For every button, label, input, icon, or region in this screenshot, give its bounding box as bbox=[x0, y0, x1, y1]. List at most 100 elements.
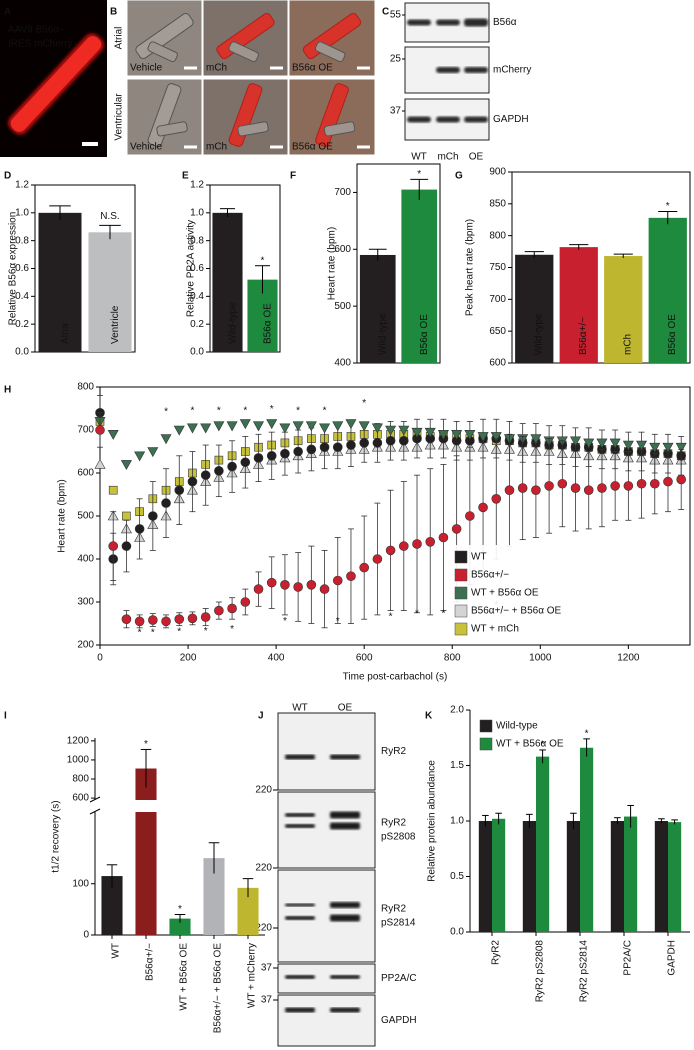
y-tick-label: 700 bbox=[77, 425, 94, 436]
row-label: Ventricular bbox=[114, 93, 125, 141]
band bbox=[407, 19, 431, 26]
bar bbox=[566, 821, 580, 932]
band-label: pS2808 bbox=[381, 832, 416, 843]
band bbox=[285, 975, 315, 979]
lane-label: OE bbox=[338, 703, 353, 714]
bar bbox=[522, 821, 536, 932]
band bbox=[436, 67, 460, 73]
y-tick-label: 0.0 bbox=[190, 347, 204, 358]
y-tick-label: 1.2 bbox=[190, 180, 204, 191]
point bbox=[95, 425, 105, 435]
y-tick-label: 800 bbox=[77, 382, 94, 393]
y-tick-label: 400 bbox=[77, 554, 94, 565]
y-tick-label: 1.0 bbox=[450, 816, 464, 827]
point bbox=[596, 438, 608, 449]
point bbox=[649, 442, 661, 453]
point bbox=[280, 579, 290, 590]
category-label: B56α+/− bbox=[578, 317, 589, 355]
annotation: * bbox=[417, 169, 421, 180]
annotation: N.S. bbox=[100, 211, 119, 222]
bar bbox=[492, 818, 506, 932]
x-tick-label: WT bbox=[111, 943, 122, 959]
point bbox=[122, 511, 131, 521]
y-tick-label: 700 bbox=[489, 294, 506, 305]
annotation: * bbox=[164, 407, 168, 418]
point bbox=[425, 536, 436, 547]
point bbox=[385, 545, 396, 556]
annotation: * bbox=[191, 405, 195, 416]
point bbox=[570, 483, 581, 493]
point bbox=[358, 421, 370, 432]
panel-label: G bbox=[455, 171, 463, 182]
bar bbox=[237, 887, 259, 935]
caption: AAV9 B56α– bbox=[8, 25, 65, 36]
bar bbox=[624, 816, 638, 932]
y-tick-label: 600 bbox=[72, 793, 89, 804]
y-tick-label: 900 bbox=[489, 167, 506, 178]
band-label: pS2814 bbox=[381, 918, 416, 929]
legend-label: WT + mCh bbox=[471, 624, 519, 635]
annotation: * bbox=[296, 405, 300, 416]
legend-swatch bbox=[454, 586, 468, 600]
x-tick-label: 600 bbox=[356, 653, 373, 664]
category-label: Ventricle bbox=[110, 305, 121, 344]
panel-label: K bbox=[425, 711, 433, 722]
marker-label: 55 bbox=[390, 10, 402, 21]
panel-label: H bbox=[4, 385, 11, 396]
point bbox=[134, 616, 145, 627]
point bbox=[161, 616, 171, 627]
point bbox=[530, 434, 542, 445]
x-tick-label: PP2A/C bbox=[623, 940, 634, 976]
x-tick-label: RyR2 pS2808 bbox=[535, 940, 546, 1003]
x-tick-label: RyR2 bbox=[491, 940, 502, 965]
bar bbox=[515, 254, 554, 363]
lane-label: WT bbox=[292, 703, 308, 714]
point bbox=[319, 423, 331, 434]
point bbox=[239, 419, 251, 430]
cell bbox=[228, 41, 259, 63]
band bbox=[285, 824, 315, 828]
y-tick-label: 0.0 bbox=[450, 927, 464, 938]
bar bbox=[610, 821, 624, 932]
y-tick-label: 1000 bbox=[67, 755, 90, 766]
point bbox=[399, 435, 409, 446]
lane-label: mCh bbox=[437, 152, 458, 163]
annotation: * bbox=[389, 612, 393, 623]
point bbox=[108, 541, 119, 551]
legend-swatch bbox=[454, 550, 468, 564]
x-tick-label: GAPDH bbox=[667, 940, 678, 976]
x-axis-label: Time post-carbachol (s) bbox=[343, 672, 448, 683]
point bbox=[676, 474, 686, 485]
x-tick-label: 800 bbox=[444, 653, 461, 664]
category-label: Wild-type bbox=[227, 302, 238, 344]
y-axis-label: t1/2 recovery (s) bbox=[51, 800, 62, 872]
point bbox=[345, 419, 357, 430]
cell bbox=[228, 83, 263, 147]
x-tick-label: 1200 bbox=[617, 653, 640, 664]
y-tick-label: 0.8 bbox=[190, 235, 204, 246]
band bbox=[407, 116, 431, 123]
point bbox=[148, 615, 158, 625]
point bbox=[292, 421, 304, 432]
point bbox=[332, 421, 344, 432]
cell bbox=[323, 121, 356, 137]
y-tick-label: 600 bbox=[77, 468, 94, 479]
legend-swatch bbox=[479, 719, 493, 733]
cell bbox=[10, 36, 102, 132]
lane-label: OE bbox=[469, 152, 484, 163]
y-tick-label: 500 bbox=[334, 301, 351, 312]
bar bbox=[203, 858, 225, 935]
point bbox=[147, 447, 159, 458]
point bbox=[227, 603, 237, 614]
point bbox=[107, 429, 119, 440]
category-label: mCh bbox=[622, 334, 633, 355]
annotation: * bbox=[323, 405, 327, 416]
bar bbox=[648, 217, 687, 363]
point bbox=[636, 478, 647, 489]
point bbox=[570, 436, 582, 447]
y-tick-label: 850 bbox=[489, 198, 506, 209]
point bbox=[279, 423, 291, 434]
point bbox=[266, 419, 278, 430]
image-label: B56α OE bbox=[292, 142, 333, 153]
point bbox=[240, 597, 251, 607]
